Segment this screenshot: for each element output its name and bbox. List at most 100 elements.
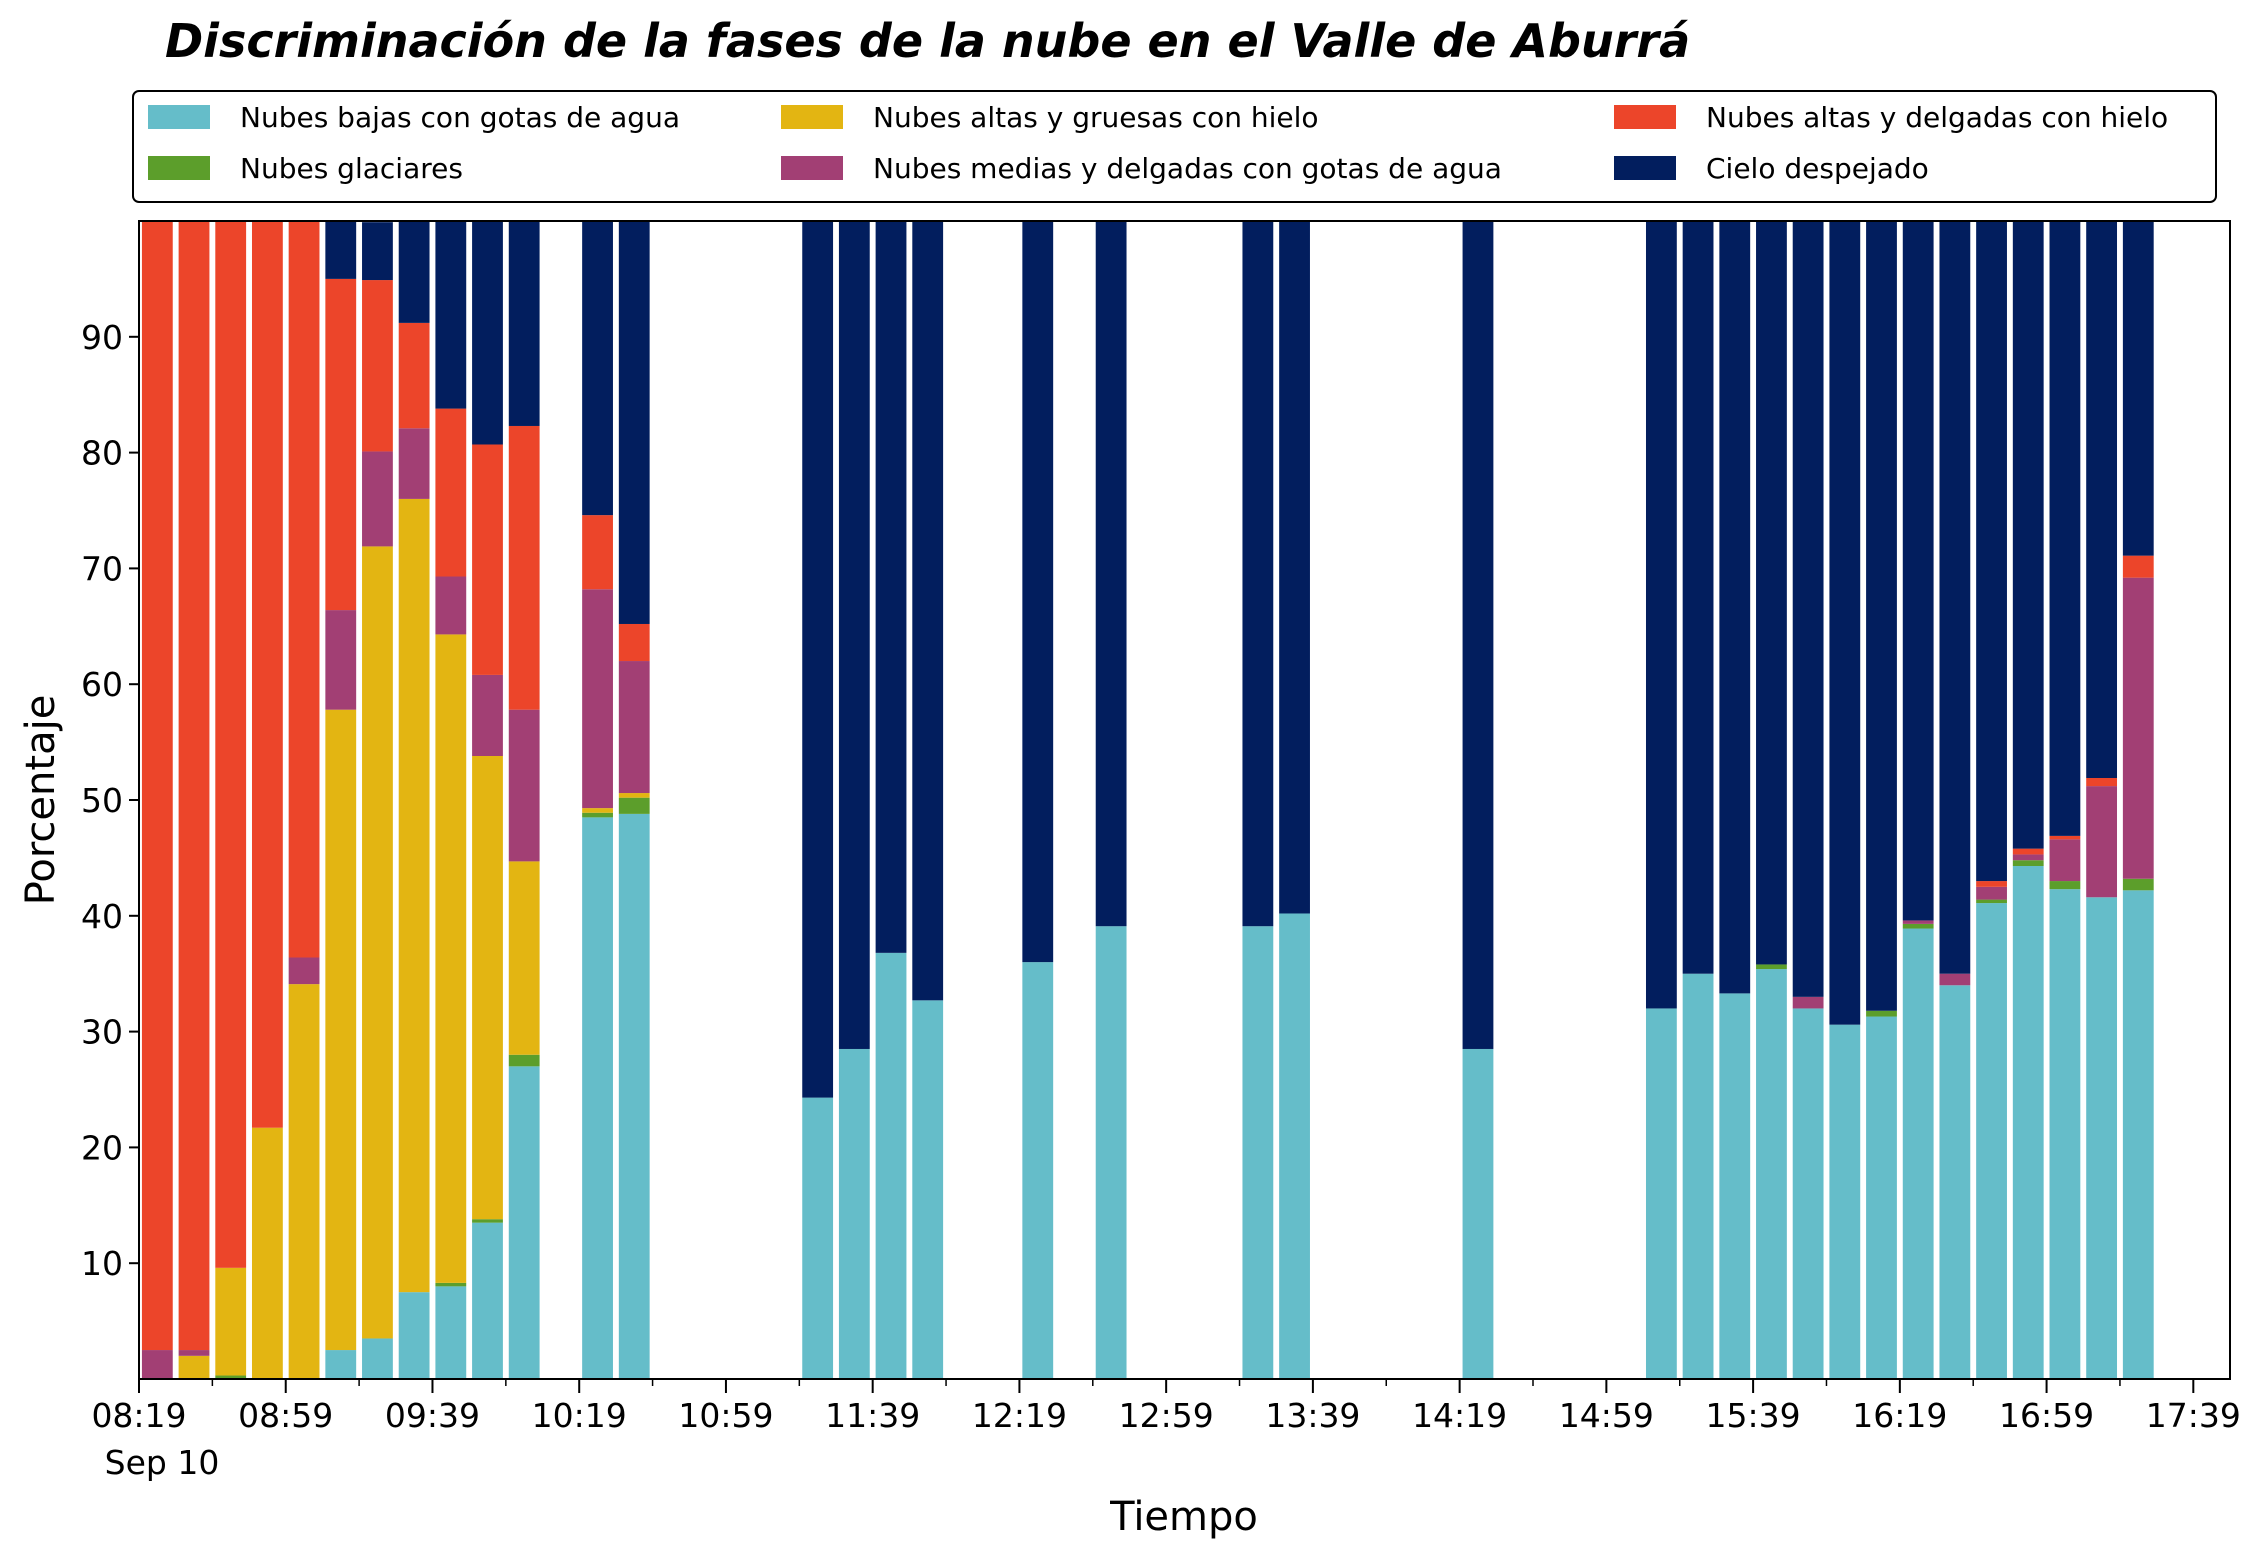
bar-segment-0959-s4	[508, 425, 540, 710]
bar-segment-1539-s0	[1756, 969, 1787, 1379]
bar-segment-0959-s2	[508, 861, 540, 1055]
bar-segment-1529-s5	[1719, 221, 1751, 994]
bar-segment-0949-s1	[472, 1219, 503, 1223]
bar-segment-1549-s0	[1792, 1008, 1824, 1379]
bar-segment-0939-s0	[435, 1286, 467, 1379]
y-axis: 10 20 30 40 50 60 70 80 90	[81, 318, 139, 1283]
bar-segment-1639-s4	[1976, 881, 2007, 887]
bar-segment-0949-s4	[472, 444, 503, 675]
bar-segment-0829-s4	[178, 221, 210, 1351]
bar-segment-1329-s0	[1279, 913, 1310, 1379]
y-axis-label: Porcentaje	[18, 695, 64, 906]
bar-segment-0829-s2	[178, 1355, 210, 1379]
y-tick-label-30: 30	[81, 1013, 123, 1052]
legend-swatch-3	[781, 156, 843, 180]
bar-segment-1659-s0	[2049, 889, 2081, 1379]
x-tick-label-1219: 12:19	[972, 1396, 1067, 1435]
bar-segment-1139-s5	[875, 221, 907, 953]
bar-segment-1149-s0	[912, 1000, 944, 1379]
y-tick-label-80: 80	[81, 434, 123, 473]
bar-segment-1639-s3	[1976, 886, 2007, 900]
bar-segment-0939-s5	[435, 221, 467, 409]
x-axis: 08:19 08:59 09:39 10:19 10:59 11:39 12:19 12:59…	[91, 1379, 2241, 1435]
legend-swatch-1	[148, 156, 210, 180]
bar-segment-1029-s4	[618, 623, 650, 662]
bar-segment-1709-s0	[2086, 897, 2118, 1379]
bar-segment-1319-s0	[1242, 926, 1274, 1379]
bar-segment-0909-s5	[325, 221, 357, 279]
bar-segment-1329-s5	[1279, 221, 1310, 914]
bar-segment-1539-s5	[1756, 221, 1787, 965]
bar-segment-1559-s5	[1829, 221, 1861, 1025]
bar-segment-1719-s1	[2122, 878, 2154, 891]
bar-segment-0949-s2	[472, 756, 503, 1220]
bar-segment-0859-s2	[288, 984, 320, 1379]
bar-segment-1609-s0	[1866, 1016, 1897, 1379]
bar-segment-1029-s3	[618, 661, 650, 794]
bar-segment-1129-s0	[838, 1048, 870, 1379]
bar-segment-1649-s5	[2012, 221, 2044, 849]
bar-segment-1019-s0	[582, 817, 613, 1379]
legend-swatch-5	[1614, 156, 1676, 180]
bar-segment-0849-s4	[251, 221, 283, 1128]
bar-segment-1119-s0	[802, 1097, 834, 1379]
bar-segment-1709-s5	[2086, 221, 2118, 778]
bar-segment-1659-s4	[2049, 835, 2081, 840]
bar-segment-1149-s5	[912, 221, 944, 1001]
bars	[141, 221, 2154, 1379]
bar-segment-0919-s5	[362, 222, 393, 281]
bar-segment-0949-s0	[472, 1222, 503, 1379]
x-tick-label-0819: 08:19	[91, 1396, 186, 1435]
legend-label-3: Nubes medias y delgadas con gotas de agu…	[873, 152, 1502, 185]
bar-segment-1659-s3	[2049, 839, 2081, 882]
bar-segment-1659-s5	[2049, 221, 2081, 836]
bar-segment-0859-s4	[288, 221, 320, 958]
bar-segment-0919-s2	[362, 546, 393, 1339]
bar-segment-0929-s3	[398, 428, 430, 499]
bar-segment-1019-s3	[582, 589, 613, 809]
bar-segment-1619-s1	[1902, 923, 1934, 929]
bar-segment-1719-s5	[2122, 221, 2154, 556]
y-tick-label-70: 70	[81, 549, 123, 588]
bar-segment-1639-s1	[1976, 899, 2007, 904]
bar-segment-1649-s0	[2012, 866, 2044, 1379]
x-tick-label-1659: 16:59	[1999, 1396, 2094, 1435]
bar-segment-1549-s5	[1792, 221, 1824, 997]
bar-segment-0939-s4	[435, 408, 467, 577]
bar-segment-1029-s2	[618, 793, 650, 798]
bar-segment-1019-s2	[582, 808, 613, 813]
bar-segment-0959-s3	[508, 709, 540, 862]
bar-segment-1019-s5	[582, 221, 613, 516]
bar-segment-1609-s1	[1866, 1010, 1897, 1017]
bar-segment-1319-s5	[1242, 221, 1274, 927]
bar-segment-1509-s0	[1645, 1008, 1677, 1379]
bar-segment-1129-s5	[838, 221, 870, 1049]
bar-segment-0919-s3	[362, 451, 393, 547]
x-tick-label-1059: 10:59	[678, 1396, 773, 1435]
bar-segment-1659-s1	[2049, 881, 2081, 890]
bar-segment-1639-s5	[1976, 221, 2007, 882]
bar-segment-0959-s5	[508, 221, 540, 426]
bar-segment-1649-s4	[2012, 848, 2044, 855]
bar-segment-0909-s0	[325, 1350, 357, 1379]
bar-segment-1419-s5	[1462, 221, 1494, 1049]
bar-segment-0959-s1	[508, 1054, 540, 1067]
x-tick-label-1339: 13:39	[1265, 1396, 1360, 1435]
bar-segment-1709-s4	[2086, 778, 2118, 787]
bar-segment-1019-s4	[582, 515, 613, 590]
bar-segment-0819-s4	[141, 221, 173, 1351]
bar-segment-1029-s5	[618, 221, 650, 624]
bar-segment-1509-s5	[1645, 221, 1677, 1009]
bar-segment-0919-s4	[362, 280, 393, 452]
legend-swatch-0	[148, 105, 210, 129]
x-tick-label-1739: 17:39	[2146, 1396, 2241, 1435]
bar-segment-1609-s5	[1866, 221, 1897, 1011]
bar-segment-1419-s0	[1462, 1048, 1494, 1379]
bar-segment-0959-s0	[508, 1066, 540, 1379]
bar-segment-1029-s1	[618, 797, 650, 814]
legend-swatch-2	[781, 105, 843, 129]
bar-segment-1639-s0	[1976, 903, 2007, 1379]
bar-segment-1019-s1	[582, 812, 613, 818]
x-tick-label-1619: 16:19	[1852, 1396, 1947, 1435]
bar-segment-1709-s3	[2086, 786, 2118, 898]
